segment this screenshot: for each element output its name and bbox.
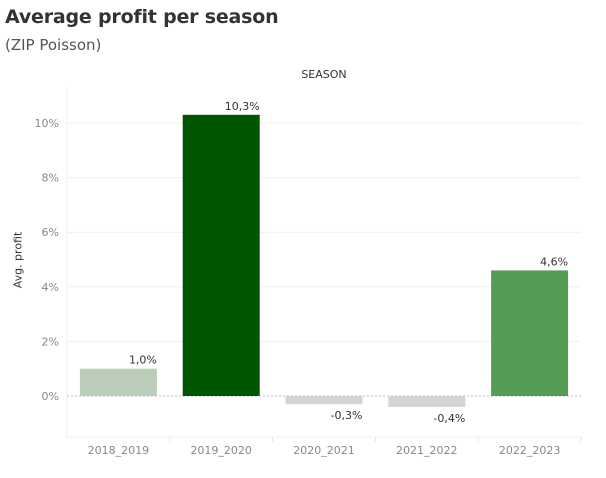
bar-2019_2020 [182,114,260,396]
column-header: SEASON [301,68,347,81]
bars [79,114,569,407]
y-axis-ticks: 0% 2% 4% 6% 8% 10% [35,117,59,403]
data-label: 1,0% [129,354,157,367]
x-axis-ticks: 2018_2019 2019_2020 2020_2021 2021_2022 2022… [88,444,561,457]
bar-2018_2019 [79,368,157,396]
data-labels: 1,0% 10,3% -0,3% -0,4% 4,6% [129,100,568,425]
data-label: 10,3% [225,100,260,113]
y-tick-label: 6% [42,226,59,239]
chart-subtitle: (ZIP Poisson) [5,36,102,54]
y-tick-label: 2% [42,335,59,348]
x-tick-label: 2021_2022 [396,444,458,457]
data-label: -0,4% [433,412,465,425]
x-tick-label: 2020_2021 [293,444,355,457]
y-tick-label: 4% [42,281,59,294]
y-tick-label: 8% [42,172,59,185]
chart-title: Average profit per season [5,6,279,28]
bar-2021_2022 [388,396,466,407]
x-tick-label: 2018_2019 [88,444,150,457]
y-tick-label: 0% [42,390,59,403]
x-tick-label: 2019_2020 [190,444,252,457]
data-label: -0,3% [331,409,363,422]
bar-2020_2021 [285,396,363,405]
y-tick-label: 10% [35,117,59,130]
x-tick-label: 2022_2023 [499,444,561,457]
bar-2022_2023 [491,270,569,396]
data-label: 4,6% [540,255,568,268]
